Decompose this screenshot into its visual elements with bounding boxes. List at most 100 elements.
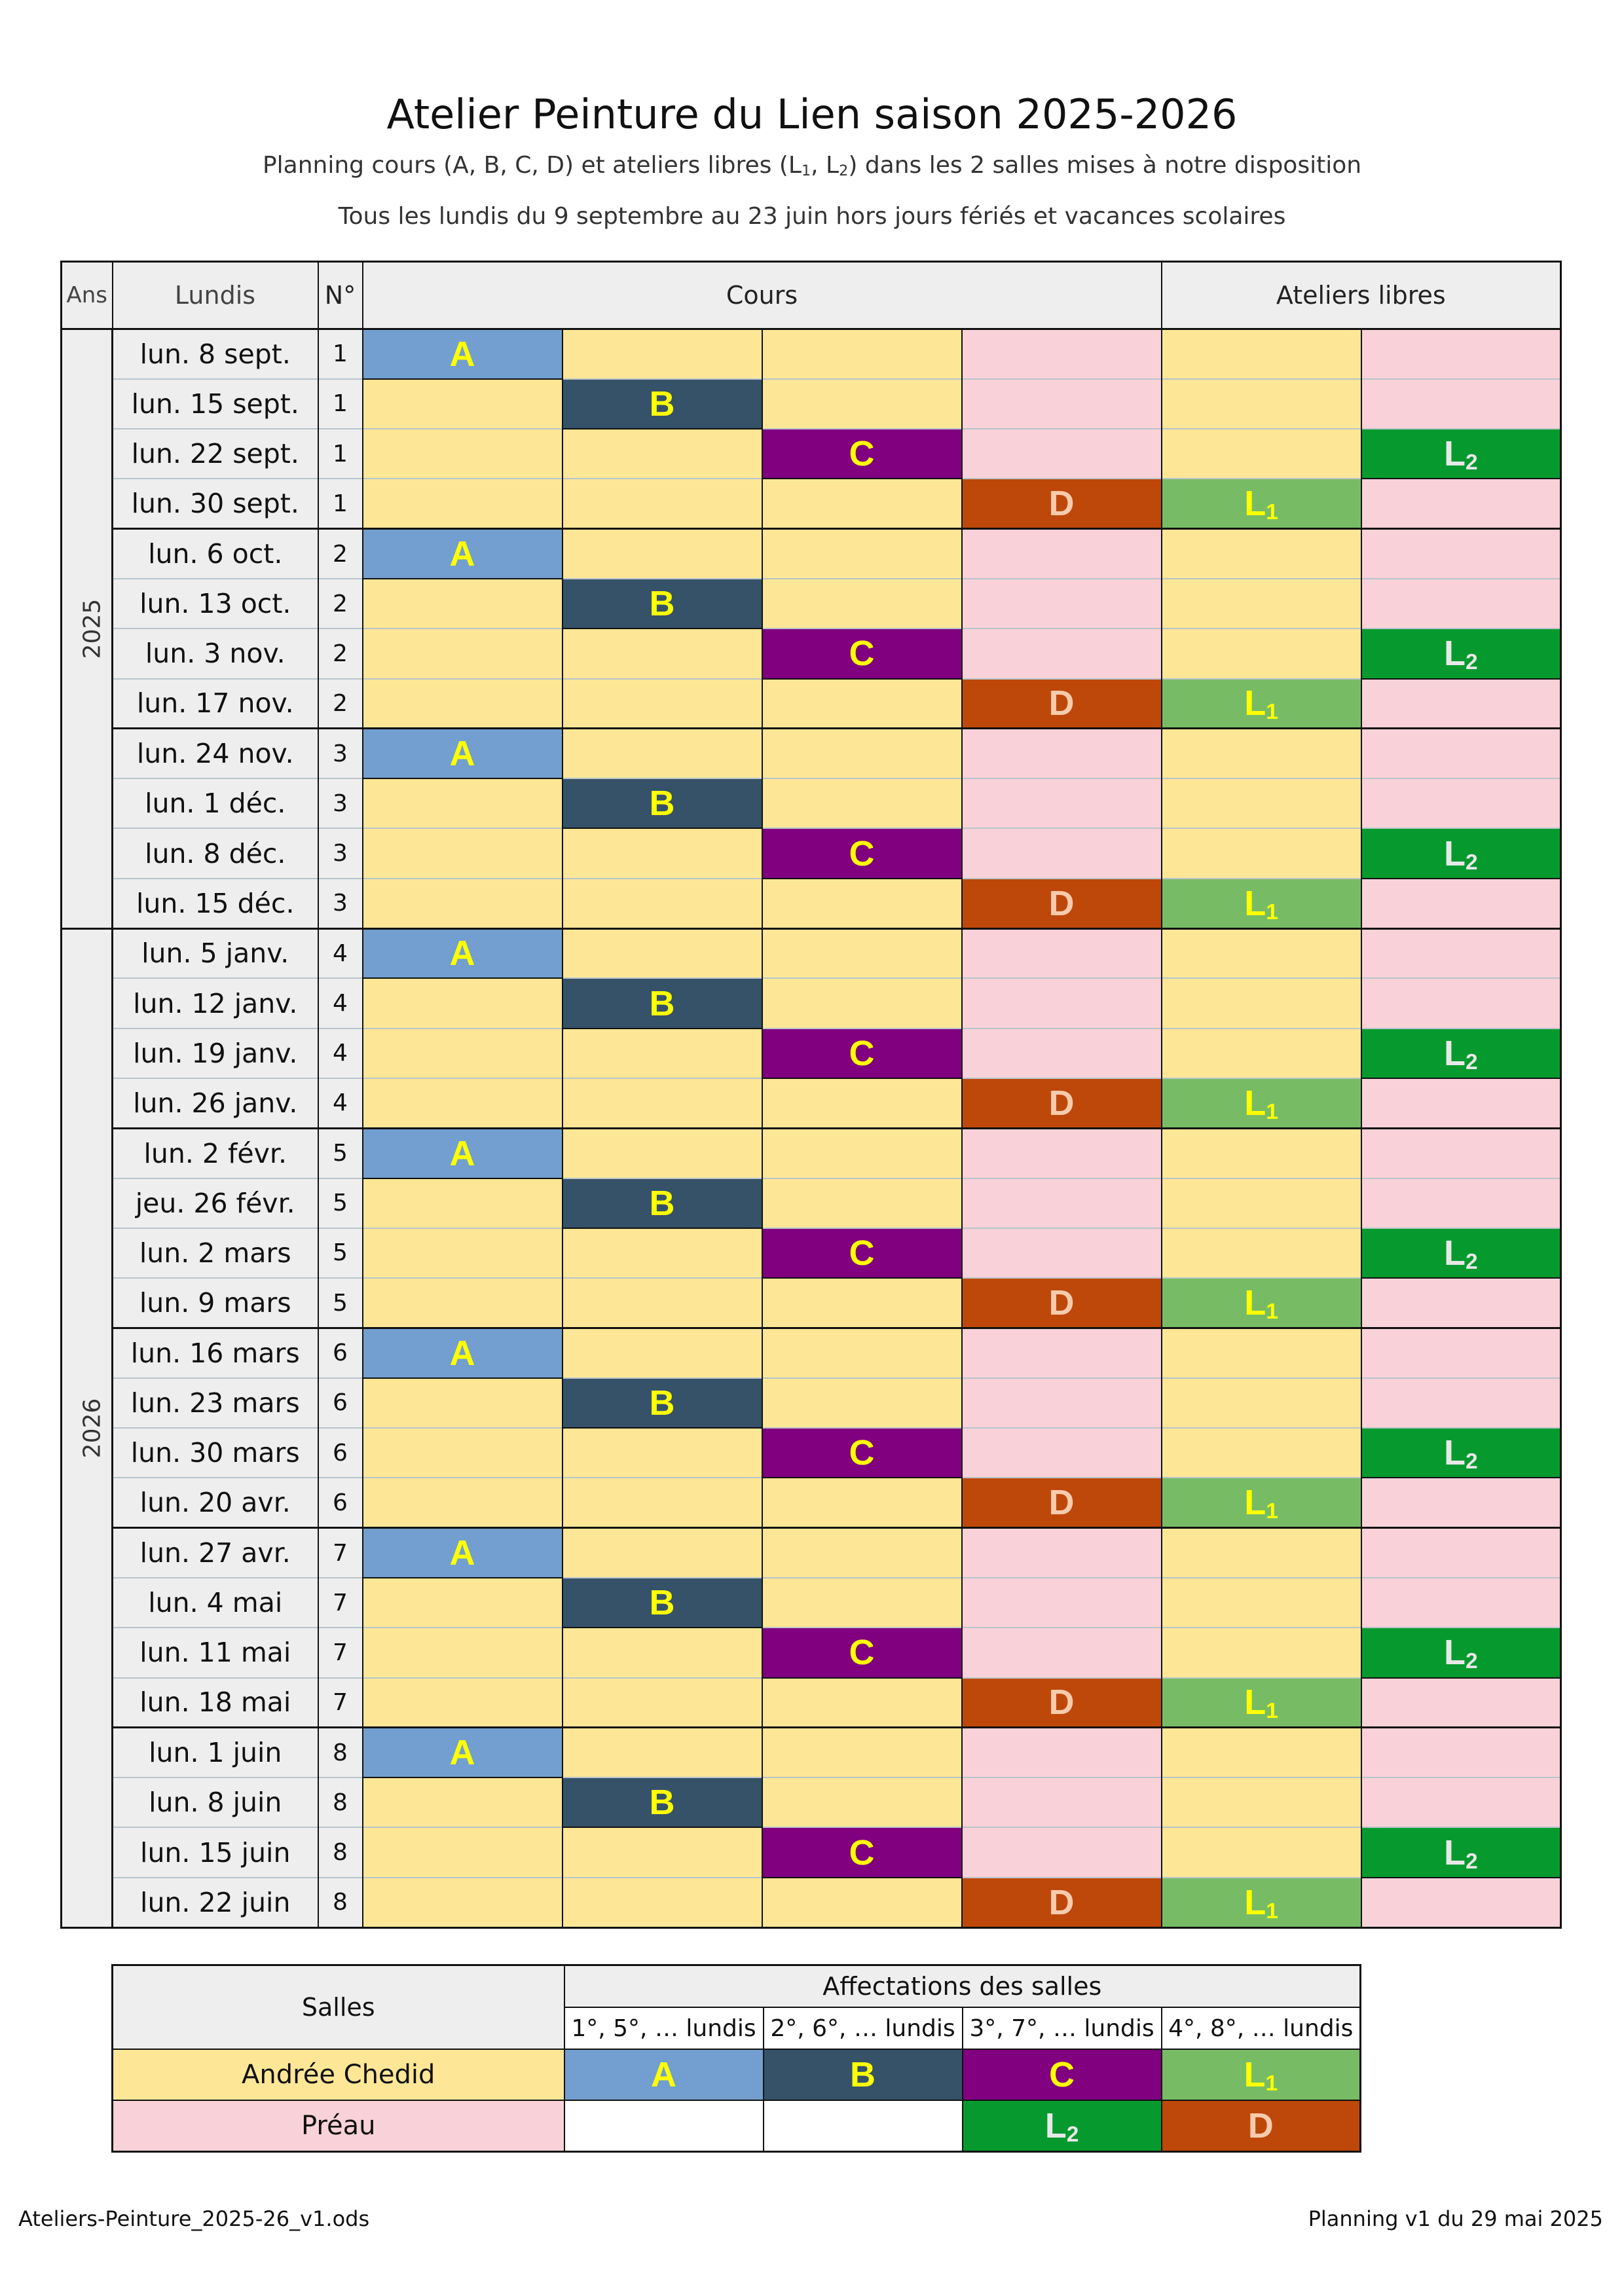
date-cell: lun. 26 janv. (111, 1077, 319, 1129)
atelier-slot (1360, 1726, 1562, 1778)
table-row: lun. 17 nov. 2 D L1 (62, 678, 1562, 729)
session-b: B (561, 1576, 763, 1629)
number-cell: 6 (317, 1477, 363, 1528)
session-l1: L1 (1160, 877, 1362, 930)
number-cell: 8 (317, 1777, 363, 1828)
session-b: B (561, 1177, 763, 1229)
cours-slot (361, 1227, 563, 1279)
date-cell: lun. 9 mars (111, 1277, 319, 1328)
table-row: jeu. 26 févr. 5 B (62, 1177, 1562, 1229)
cours-slot (761, 1326, 963, 1378)
session-l1: L1 (1160, 1277, 1362, 1329)
atelier-slot (1360, 1777, 1562, 1828)
cours-slot (761, 577, 963, 629)
cours-slot (561, 1677, 763, 1728)
number-cell: 5 (317, 1227, 363, 1279)
legend-empty-2 (762, 2100, 963, 2153)
number-cell: 1 (317, 327, 363, 379)
date-cell: lun. 1 juin (111, 1726, 319, 1778)
cours-slot (761, 927, 963, 979)
cours-slot (361, 1077, 563, 1129)
atelier-slot (1160, 577, 1362, 629)
cours-slot (561, 1427, 763, 1478)
number-cell: 4 (317, 1027, 363, 1078)
atelier-slot (1160, 1227, 1362, 1279)
number-cell: 3 (317, 727, 363, 779)
session-a: A (361, 927, 563, 979)
cours-slot (561, 1277, 763, 1328)
number-cell: 5 (317, 1177, 363, 1228)
cours-slot (361, 1677, 563, 1728)
cours-slot (961, 1377, 1162, 1429)
cours-slot (961, 1027, 1162, 1078)
atelier-slot (1160, 628, 1362, 679)
cours-slot (961, 1827, 1162, 1878)
date-cell: lun. 20 avr. (111, 1477, 319, 1528)
date-cell: jeu. 26 févr. (111, 1177, 319, 1228)
atelier-slot (1360, 678, 1562, 729)
page-title: Atelier Peinture du Lien saison 2025-202… (386, 90, 1238, 138)
session-a: A (361, 727, 563, 780)
cours-slot (561, 628, 763, 679)
session-l2: L2 (1360, 1627, 1562, 1679)
table-row: 2026 lun. 5 janv. 4 A (60, 927, 1562, 1929)
session-c: C (761, 1827, 963, 1878)
table-row: lun. 18 mai 7 D L1 (62, 1677, 1562, 1728)
number-cell: 8 (317, 1827, 363, 1878)
cours-slot (561, 1027, 763, 1078)
session-a: A (361, 1527, 563, 1578)
date-cell: lun. 15 juin (111, 1827, 319, 1878)
atelier-slot (1360, 1527, 1562, 1578)
cours-slot (561, 478, 763, 529)
legend-session-c: C (961, 2049, 1162, 2101)
legend-col-3: 3°, 7°, … lundis (961, 2007, 1162, 2050)
cours-slot (761, 1876, 963, 1927)
cours-slot (761, 1726, 963, 1778)
date-cell: lun. 12 janv. (111, 977, 319, 1029)
session-l2: L2 (1360, 828, 1562, 879)
session-l2: L2 (1360, 1027, 1562, 1079)
number-cell: 4 (317, 1077, 363, 1129)
cours-slot (761, 1677, 963, 1728)
cours-slot (961, 1576, 1162, 1628)
atelier-slot (1160, 1427, 1362, 1478)
atelier-slot (1160, 977, 1362, 1029)
date-cell: lun. 15 sept. (111, 378, 319, 429)
legend-col-2: 2°, 6°, … lundis (762, 2007, 963, 2050)
legend-session-b: B (762, 2049, 963, 2101)
table-row: lun. 15 juin 8 C L2 (62, 1827, 1562, 1878)
legend-col-1: 1°, 5°, … lundis (563, 2007, 764, 2050)
legend-empty-1 (563, 2100, 764, 2153)
session-c: C (761, 628, 963, 680)
number-cell: 6 (317, 1326, 363, 1378)
table-row: lun. 9 mars 5 D L1 (62, 1277, 1562, 1329)
table-row: 2025 lun. 8 sept. 1 A (60, 327, 1562, 930)
table-row: lun. 22 juin 8 D L1 (62, 1876, 1562, 1929)
date-cell: lun. 2 févr. (111, 1127, 319, 1178)
session-l1: L1 (1160, 1876, 1362, 1929)
session-l2: L2 (1360, 428, 1562, 480)
session-d: D (961, 678, 1162, 729)
atelier-slot (1360, 1127, 1562, 1178)
number-cell: 7 (317, 1527, 363, 1578)
number-cell: 3 (317, 778, 363, 829)
cours-slot (961, 378, 1162, 429)
cours-slot (361, 977, 563, 1029)
number-cell: 5 (317, 1127, 363, 1178)
cours-slot (961, 428, 1162, 479)
cours-slot (561, 1827, 763, 1878)
number-cell: 4 (317, 927, 363, 979)
cours-slot (361, 478, 563, 529)
table-row: lun. 11 mai 7 C L2 (62, 1627, 1562, 1679)
year-cell: 2026 (60, 927, 113, 1929)
atelier-slot (1160, 1627, 1362, 1678)
table-row: lun. 13 oct. 2 B (62, 577, 1562, 630)
session-d: D (961, 1477, 1162, 1529)
number-cell: 8 (317, 1876, 363, 1927)
session-c: C (761, 1627, 963, 1679)
cours-slot (561, 1876, 763, 1927)
date-cell: lun. 5 janv. (111, 927, 319, 979)
session-d: D (961, 1677, 1162, 1728)
number-cell: 1 (317, 428, 363, 479)
